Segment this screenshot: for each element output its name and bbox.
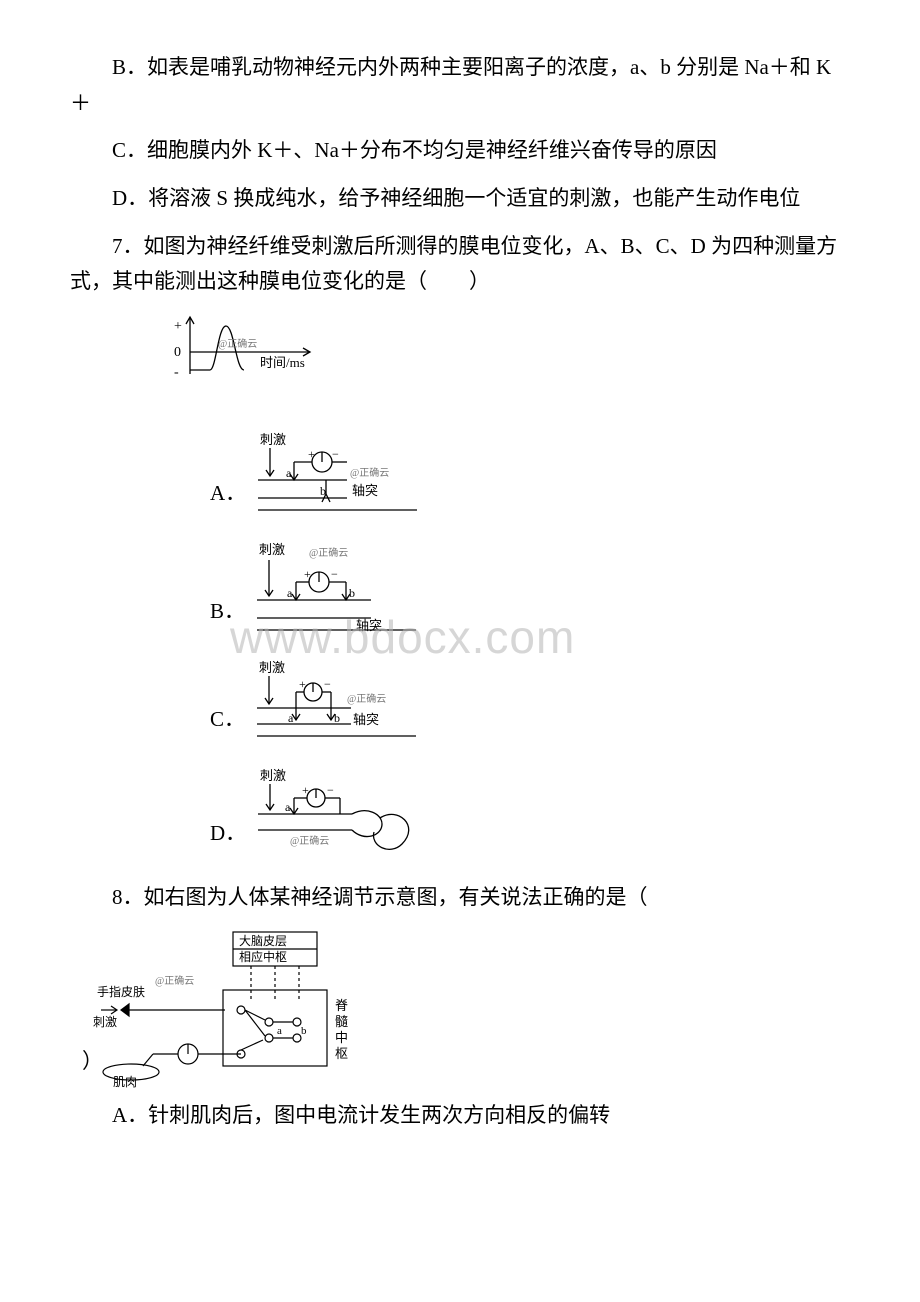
svg-text:脊: 脊 [335, 998, 348, 1013]
q7-option-c: C． 刺激 + − a b 轴突 @正确云 [210, 658, 850, 744]
q8-diagram: 大脑皮层 相应中枢 手指皮肤 刺激 肌肉 脊 髓 中 枢 a b @正确云 [93, 928, 393, 1088]
y-zero: 0 [174, 345, 181, 360]
q8-option-a: A．针刺肌肉后，图中电流计发生两次方向相反的偏转 [70, 1098, 850, 1134]
svg-text:+: + [304, 567, 311, 581]
svg-text:b: b [349, 586, 355, 600]
svg-text:刺激: 刺激 [260, 768, 286, 783]
svg-text:枢: 枢 [335, 1046, 348, 1061]
svg-text:−: − [332, 447, 339, 461]
q6-option-b: B．如表是哺乳动物神经元内外两种主要阳离子的浓度，a、b 分别是 Na＋和 K＋ [70, 50, 850, 121]
svg-text:刺激: 刺激 [93, 1015, 117, 1029]
svg-text:轴突: 轴突 [353, 712, 379, 727]
svg-text:相应中枢: 相应中枢 [239, 949, 287, 964]
q6-option-d: D．将溶液 S 换成纯水，给予神经细胞一个适宜的刺激，也能产生动作电位 [70, 181, 850, 217]
svg-text:+: + [302, 783, 309, 797]
q7-option-d: D． 刺激 + − a @正确云 [210, 766, 850, 858]
svg-text:@正确云: @正确云 [309, 546, 348, 559]
opt-b-label: B． [210, 594, 245, 636]
opt-c-label: C． [210, 702, 245, 744]
svg-text:@正确云: @正确云 [347, 692, 386, 705]
svg-text:a: a [287, 586, 293, 600]
q6-option-c: C．细胞膜内外 K＋、Na＋分布不均匀是神经纤维兴奋传导的原因 [70, 133, 850, 169]
svg-text:a: a [286, 466, 292, 480]
q7-stem: 7．如图为神经纤维受刺激后所测得的膜电位变化，A、B、C、D 为四种测量方式，其… [70, 229, 850, 300]
svg-text:b: b [301, 1025, 307, 1037]
svg-text:轴突: 轴突 [352, 483, 378, 498]
svg-text:a: a [288, 711, 294, 725]
svg-text:@正确云: @正确云 [155, 974, 194, 987]
svg-text:轴突: 轴突 [356, 618, 382, 633]
x-label: 时间/ms [260, 355, 305, 370]
svg-text:髓: 髓 [335, 1014, 348, 1029]
graph-wm: @正确云 [218, 337, 257, 350]
svg-text:中: 中 [335, 1030, 348, 1045]
svg-text:+: + [308, 447, 315, 461]
svg-text:手指皮肤: 手指皮肤 [97, 984, 145, 999]
svg-text:+: + [299, 677, 306, 691]
svg-text:@正确云: @正确云 [290, 834, 329, 847]
svg-text:−: − [331, 567, 338, 581]
svg-text:肌肉: 肌肉 [113, 1075, 137, 1088]
q7-option-b: B． 刺激 @正确云 + − a b 轴突 [210, 540, 850, 636]
svg-text:b: b [320, 484, 326, 498]
svg-text:刺激: 刺激 [259, 542, 285, 557]
y-plus: + [174, 319, 182, 334]
svg-text:大脑皮层: 大脑皮层 [239, 934, 287, 948]
svg-text:−: − [324, 677, 331, 691]
svg-text:刺激: 刺激 [260, 432, 286, 447]
q7-option-a: A． 刺激 + − a b 轴突 @正 [210, 430, 850, 518]
svg-text:a: a [277, 1025, 282, 1037]
opt-a-label: A． [210, 476, 246, 518]
q8-stem: 8．如右图为人体某神经调节示意图，有关说法正确的是（ [70, 880, 850, 916]
opt-d-label: D． [210, 816, 246, 858]
svg-text:刺激: 刺激 [259, 660, 285, 675]
q7-graph: + 0 - 时间/ms @正确云 [160, 312, 850, 402]
svg-text:@正确云: @正确云 [350, 466, 389, 479]
y-minus: - [174, 365, 179, 380]
svg-text:b: b [334, 711, 340, 725]
svg-text:a: a [285, 800, 291, 814]
svg-text:−: − [327, 783, 334, 797]
